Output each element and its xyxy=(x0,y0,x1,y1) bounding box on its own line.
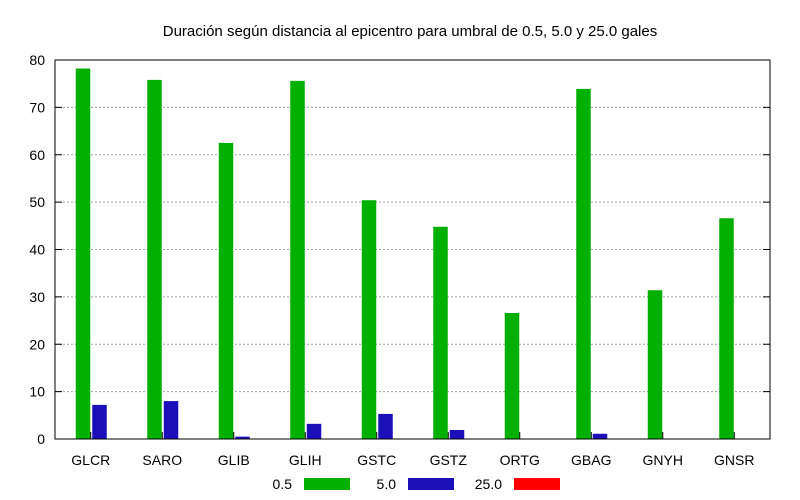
y-tick-label: 40 xyxy=(29,242,45,258)
y-tick-label: 10 xyxy=(29,384,45,400)
bar-gstz-series-1 xyxy=(449,429,465,439)
x-tick-label: GLIB xyxy=(218,452,250,468)
bar-ortg-series-0 xyxy=(504,312,520,439)
legend-label: 5.0 xyxy=(377,476,397,492)
x-axis: GLCR SARO GLIB GLIH GSTC GSTZ ORTG GBAG GNYH GNSR xyxy=(71,432,754,468)
bar-saro-series-1 xyxy=(163,401,179,439)
y-tick-label: 60 xyxy=(29,147,45,163)
y-axis: 0 10 20 30 40 50 60 70 80 xyxy=(29,52,770,447)
y-tick-label: 30 xyxy=(29,289,45,305)
grid-lines xyxy=(55,106,770,393)
x-tick-label: GBAG xyxy=(571,452,611,468)
x-tick-label: GNSR xyxy=(714,452,754,468)
bar-gstz-series-0 xyxy=(433,226,448,439)
x-tick-label: SARO xyxy=(142,452,182,468)
bar-glib-series-0 xyxy=(218,142,234,439)
bar-glih-series-1 xyxy=(306,423,322,439)
x-tick-label: GLCR xyxy=(71,452,110,468)
legend-swatch xyxy=(408,478,454,490)
y-tick-label: 70 xyxy=(29,99,45,115)
bar-glib-series-1 xyxy=(235,436,250,439)
legend-label: 0.5 xyxy=(273,476,293,492)
x-tick-label: ORTG xyxy=(500,452,540,468)
y-tick-label: 20 xyxy=(29,336,45,352)
x-tick-label: GSTC xyxy=(357,452,396,468)
chart-title: Duración según distancia al epicentro pa… xyxy=(163,23,657,40)
bar-gbag-series-1 xyxy=(592,433,608,439)
bar-glih-series-0 xyxy=(290,80,305,439)
bar-gstc-series-1 xyxy=(378,413,393,439)
bar-gstc-series-0 xyxy=(361,200,377,439)
y-tick-label: 80 xyxy=(29,52,45,68)
bar-saro-series-0 xyxy=(147,79,162,440)
x-tick-label: GNYH xyxy=(643,452,683,468)
x-tick-label: GSTZ xyxy=(430,452,468,468)
legend-swatch xyxy=(514,478,560,490)
bars xyxy=(75,68,734,440)
bar-glcr-series-0 xyxy=(75,68,91,439)
legend-label: 25.0 xyxy=(475,476,502,492)
y-tick-label: 50 xyxy=(29,194,45,210)
legend: 0.5 5.0 25.0 xyxy=(273,476,560,492)
x-tick-label: GLIH xyxy=(289,452,322,468)
bar-gnsr-series-0 xyxy=(719,218,734,439)
bar-gbag-series-0 xyxy=(576,88,591,440)
bar-gnyh-series-0 xyxy=(647,290,663,439)
bar-glcr-series-1 xyxy=(92,404,107,439)
y-tick-label: 0 xyxy=(37,431,45,447)
legend-swatch xyxy=(304,478,350,490)
